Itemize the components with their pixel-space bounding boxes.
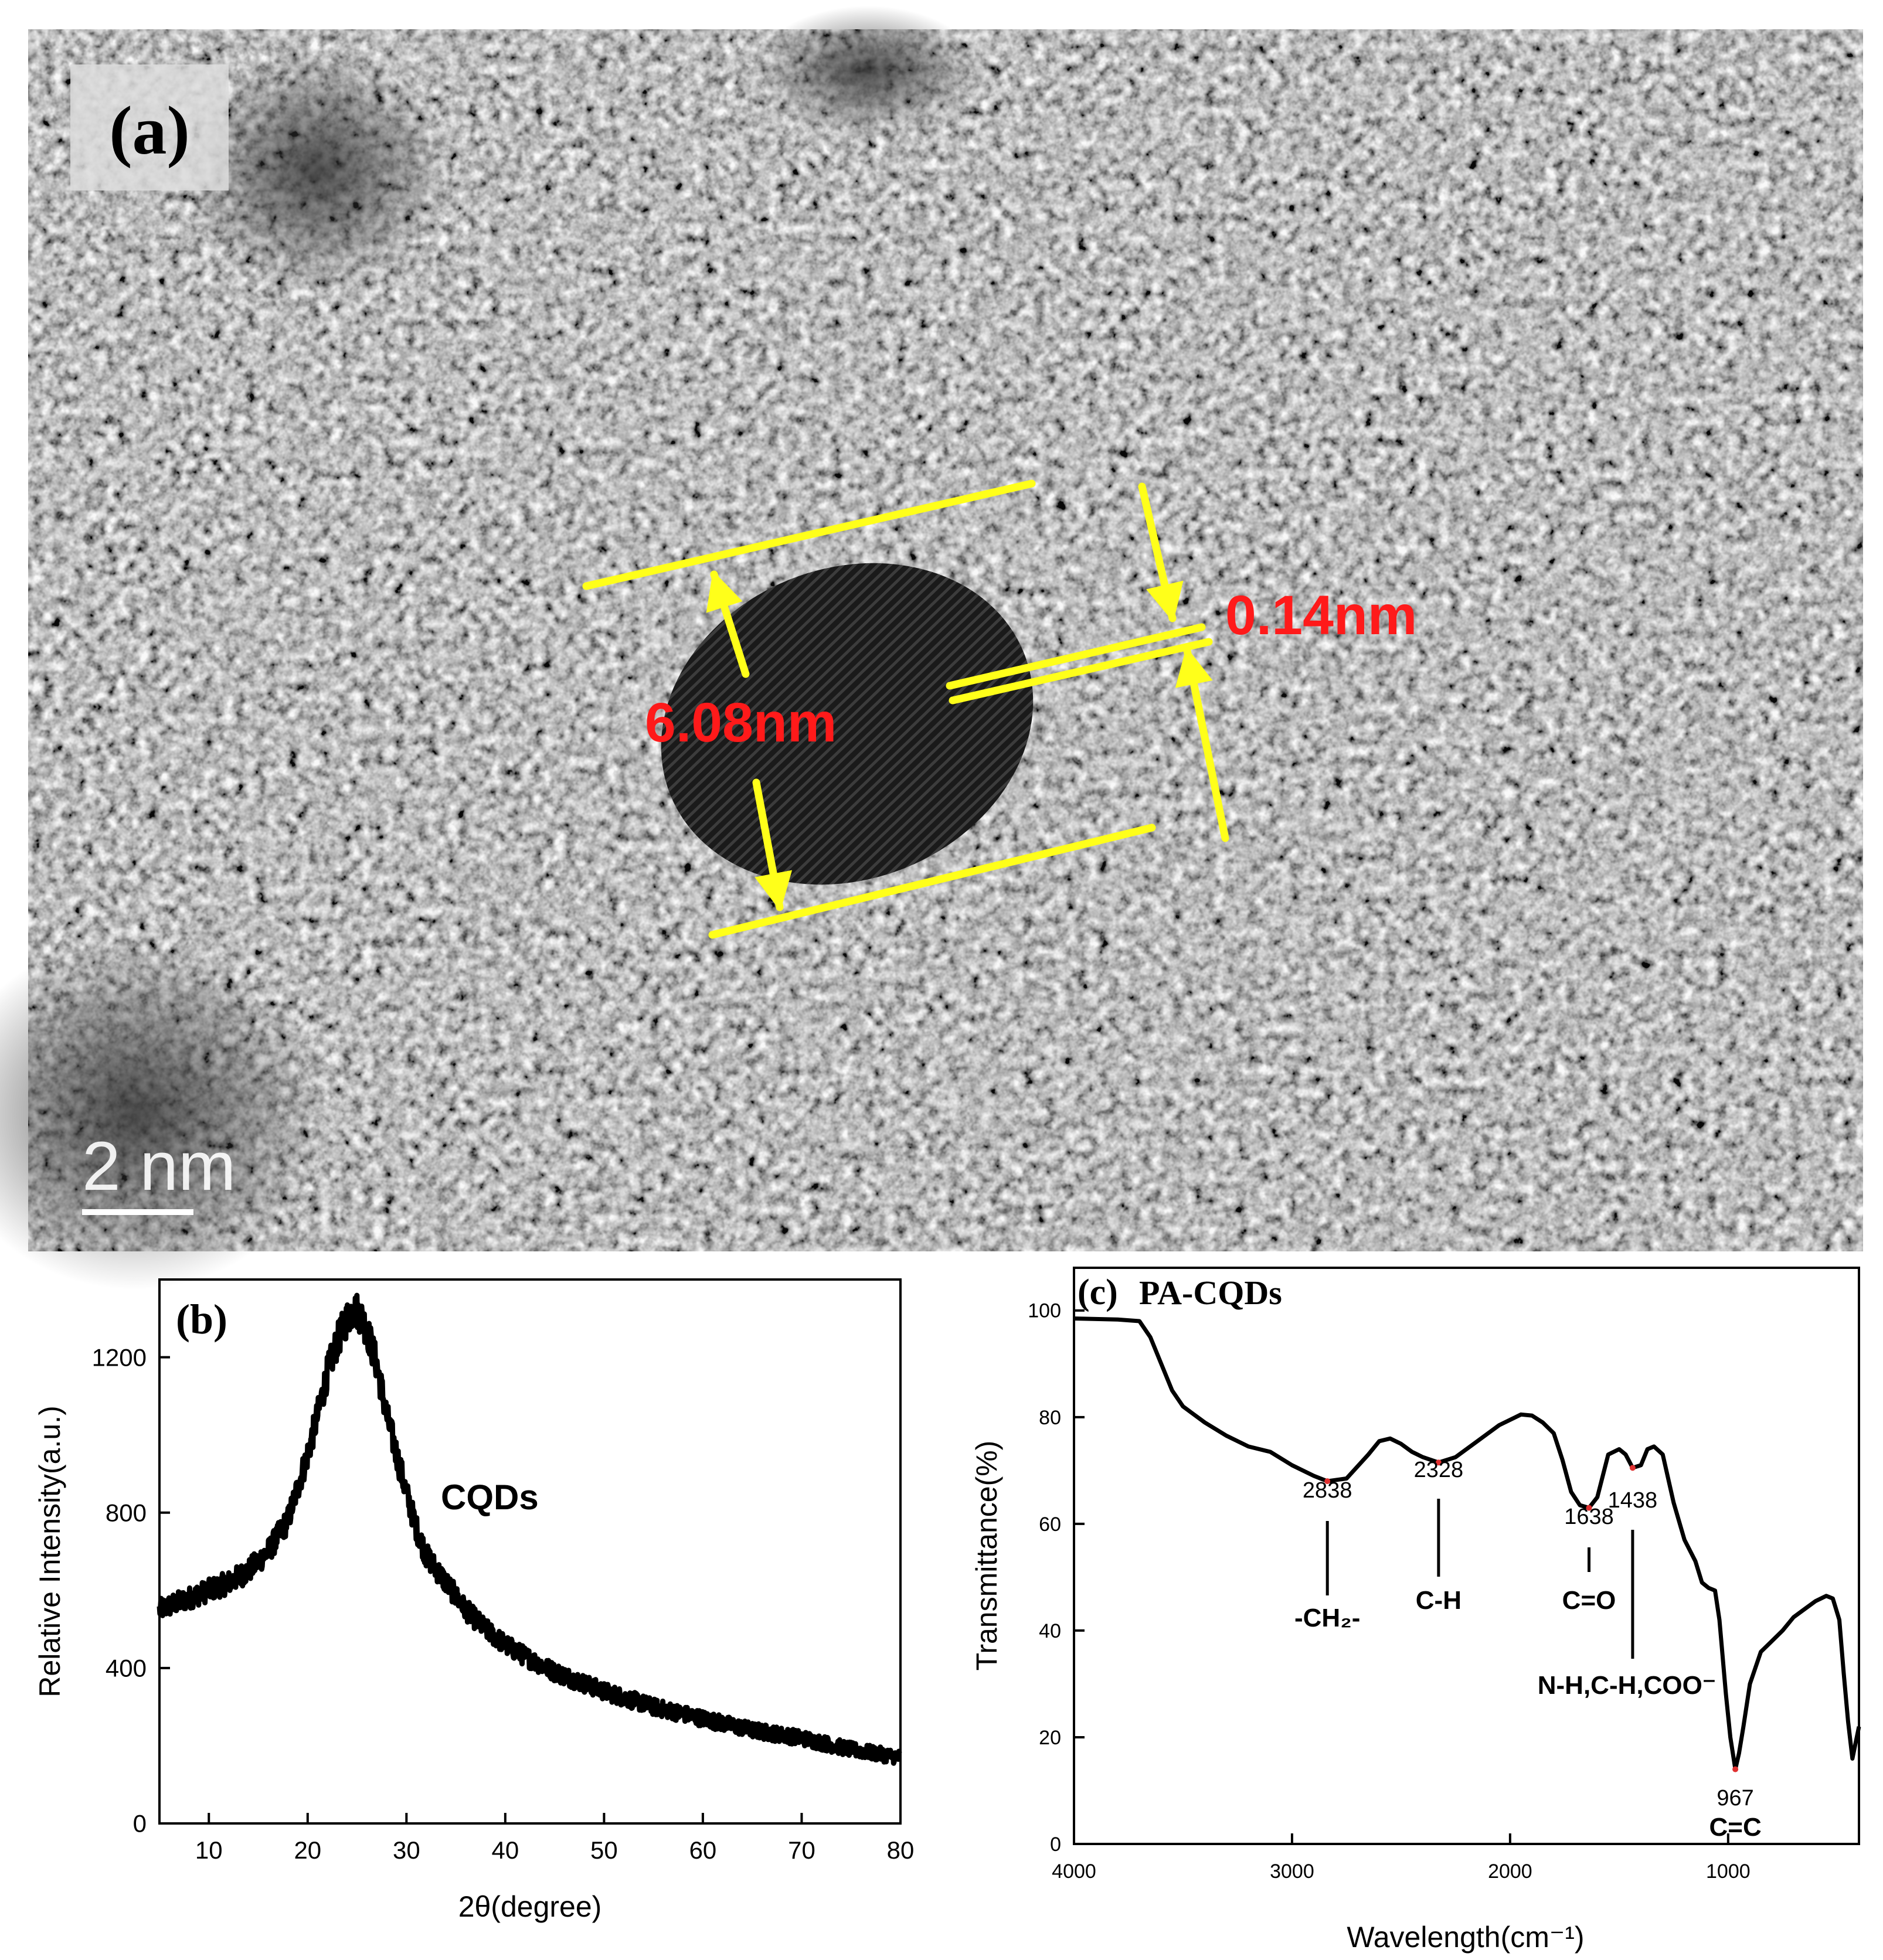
peak-wavenumber-label: 967 [1717, 1786, 1753, 1811]
panel-label-box [70, 64, 229, 190]
particle-top-edge-line [582, 479, 1036, 590]
peak-group-label: C=O [1562, 1586, 1616, 1615]
lattice-line-1 [946, 623, 1206, 690]
panel-c-x-tick-label: 1000 [1706, 1860, 1751, 1883]
peak-wavenumber-label: 1438 [1608, 1488, 1658, 1513]
panel-b-x-tick-label: 20 [294, 1836, 321, 1864]
panel-b: (b) CQDs 10 20 30 40 50 60 70 80 0 400 800 1200 2θ… [33, 1278, 914, 1923]
panel-c: (c) PA-CQDs 4000 3000 2000 1000 0 20 40 60 80 10… [970, 1267, 1861, 1954]
panel-c-x-ticks: 4000 3000 2000 1000 [1052, 1833, 1751, 1883]
panel-c-x-tick-label: 4000 [1052, 1860, 1096, 1883]
panel-b-x-tick-label: 30 [393, 1836, 420, 1864]
peak-marker [1732, 1766, 1739, 1772]
particle-bottom-edge-line [708, 824, 1156, 939]
panel-c-y-tick-label: 60 [1039, 1513, 1061, 1536]
peak-marker [1435, 1459, 1442, 1466]
peak-marker [1629, 1465, 1636, 1471]
panel-a: (a) 6.08nm 0.14nm 2 nm [0, 6, 1863, 1289]
panel-b-x-ticks: 10 20 30 40 50 60 70 80 [195, 1813, 914, 1864]
peak-marker [1324, 1478, 1331, 1485]
peak-group-label: -CH₂- [1294, 1604, 1360, 1632]
diameter-label: 6.08nm [645, 692, 837, 754]
peak-wavenumber-label: 2328 [1414, 1458, 1464, 1482]
panel-c-y-axis-label: Transmittance(%) [970, 1441, 1003, 1671]
peak-marker [1586, 1505, 1592, 1511]
panel-b-annotation: CQDs [441, 1478, 539, 1517]
panel-c-x-tick-label: 3000 [1270, 1860, 1314, 1883]
neighbor-particle-top-left [182, 47, 451, 293]
panel-b-x-tick-label: 50 [590, 1836, 618, 1864]
panel-c-x-axis-label: Wavelength(cm⁻¹) [1347, 1921, 1584, 1954]
panel-b-plot-frame [158, 1278, 902, 1825]
panel-c-y-tick-label: 0 [1050, 1833, 1061, 1856]
panel-b-x-tick-label: 40 [492, 1836, 519, 1864]
panel-c-series-line [1073, 1316, 1861, 1772]
panel-b-label: (b) [176, 1296, 227, 1343]
panel-b-y-tick-label: 800 [106, 1499, 147, 1526]
panel-b-x-tick-label: 60 [689, 1836, 717, 1864]
panel-a-label: (a) [109, 92, 190, 169]
panel-c-y-ticks: 0 20 40 60 80 100 [1028, 1300, 1085, 1856]
measurement-annotations [582, 479, 1229, 939]
panel-c-y-tick-label: 20 [1039, 1727, 1061, 1749]
neighbor-particle-bottom-left [0, 938, 328, 1289]
panel-c-peak-annotations: 2838 -CH₂- 2328 C-H 1638 C=O 1438 N-H,C-H,COO⁻ 9… [1294, 1458, 1762, 1842]
peak-group-label: C=C [1709, 1813, 1761, 1842]
panel-b-y-tick-label: 400 [106, 1655, 147, 1682]
panel-c-y-tick-label: 40 [1039, 1620, 1061, 1642]
panel-b-y-tick-label: 1200 [92, 1343, 147, 1371]
quantum-dot [661, 563, 1034, 885]
diameter-arrow-up [706, 570, 750, 678]
panel-b-y-axis-label: Relative Intensity(a.u.) [33, 1406, 66, 1697]
panel-b-x-tick-label: 80 [887, 1836, 915, 1864]
panel-c-plot-frame [1073, 1267, 1860, 1845]
panel-c-x-tick-label: 2000 [1488, 1860, 1532, 1883]
spacing-label: 0.14nm [1225, 584, 1417, 646]
panel-c-y-tick-label: 80 [1039, 1407, 1061, 1429]
panel-b-x-tick-label: 10 [195, 1836, 223, 1864]
panel-b-x-tick-label: 70 [788, 1836, 815, 1864]
panel-b-series-line [157, 1292, 903, 1766]
panel-b-y-ticks: 0 400 800 1200 [92, 1343, 170, 1838]
peak-group-label: N-H,C-H,COO⁻ [1538, 1671, 1716, 1700]
peak-wavenumber-label: 2838 [1303, 1478, 1352, 1503]
lattice-line-2 [949, 638, 1213, 705]
panel-b-x-axis-label: 2θ(degree) [458, 1890, 602, 1923]
panel-c-y-tick-label: 100 [1028, 1300, 1061, 1322]
peak-group-label: C-H [1416, 1586, 1461, 1615]
spacing-arrow-up [1175, 646, 1229, 842]
diameter-arrow-down [752, 778, 793, 911]
panel-c-label: (c) [1078, 1272, 1118, 1312]
peak-wavenumber-label: 1638 [1564, 1505, 1614, 1529]
neighbor-particle-top [756, 6, 979, 135]
panel-b-y-tick-label: 0 [133, 1810, 147, 1838]
scale-bar-label: 2 nm [82, 1128, 236, 1205]
panel-c-title: PA-CQDs [1139, 1274, 1282, 1312]
spacing-arrow-down [1138, 482, 1184, 622]
